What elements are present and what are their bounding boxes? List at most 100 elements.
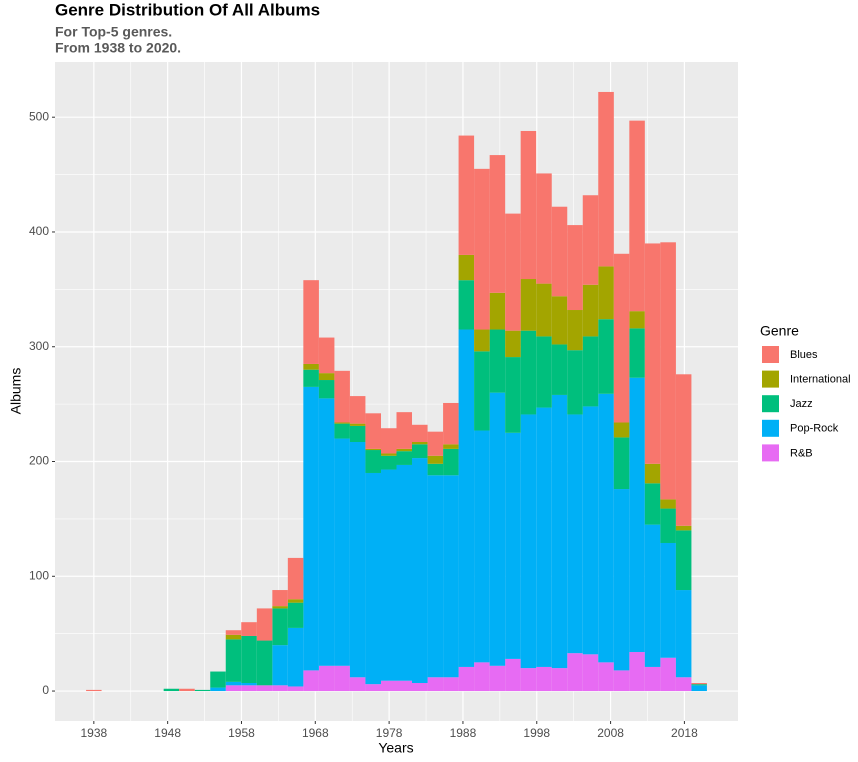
histogram-bar	[660, 542, 676, 658]
histogram-bar	[303, 363, 319, 370]
legend-swatch	[762, 444, 779, 462]
histogram-bar	[489, 292, 506, 330]
histogram-bar	[675, 590, 692, 678]
histogram-bar	[505, 213, 521, 331]
histogram-bar	[474, 662, 490, 692]
histogram-bar	[349, 441, 366, 678]
y-tick-label: 200	[29, 454, 49, 468]
histogram-bar	[396, 448, 413, 452]
histogram-bar	[691, 685, 707, 692]
histogram-bar	[458, 329, 475, 667]
histogram-bar	[256, 685, 273, 692]
histogram-bar	[443, 677, 459, 692]
histogram-bar	[458, 135, 475, 255]
histogram-bar	[489, 329, 506, 393]
histogram-bar	[334, 370, 350, 423]
histogram-bar	[412, 441, 428, 445]
histogram-bar	[443, 444, 459, 449]
histogram-bar	[272, 645, 288, 686]
histogram-bar	[412, 424, 428, 442]
histogram-bar	[225, 634, 242, 640]
legend-label: International	[790, 374, 851, 386]
histogram-bar	[380, 680, 397, 692]
histogram-bar	[179, 688, 195, 692]
histogram-bar	[412, 458, 428, 684]
histogram-bar	[241, 683, 257, 686]
histogram-bar	[443, 448, 459, 476]
y-axis-title: Albums	[8, 368, 24, 415]
histogram-bar	[287, 599, 304, 603]
histogram-bar	[675, 677, 692, 692]
histogram-bar	[598, 393, 614, 663]
histogram-bar	[396, 412, 413, 449]
histogram-bar	[582, 406, 599, 655]
histogram-bar	[474, 168, 490, 330]
legend-label: R&B	[790, 447, 813, 459]
histogram-bar	[536, 666, 552, 692]
legend-label: Pop-Rock	[790, 423, 839, 435]
histogram-bar	[505, 432, 521, 659]
histogram-bar	[272, 685, 288, 692]
histogram-bar	[303, 280, 319, 364]
histogram-bar	[287, 627, 304, 687]
histogram-bar	[458, 280, 475, 330]
histogram-bar	[380, 455, 397, 470]
histogram-bar	[567, 414, 583, 654]
histogram-bar	[225, 685, 242, 692]
histogram-bar	[536, 283, 552, 337]
histogram-bar	[629, 120, 645, 312]
histogram-bar	[536, 173, 552, 284]
histogram-bar	[303, 369, 319, 387]
histogram-bar	[318, 337, 335, 374]
histogram-bar	[365, 413, 381, 449]
histogram-bar	[334, 438, 350, 666]
histogram-bar	[241, 685, 257, 692]
x-tick-label: 1958	[228, 726, 255, 740]
histogram-bar	[318, 373, 335, 381]
x-tick-label: 1968	[302, 726, 329, 740]
histogram-bar	[287, 557, 304, 600]
histogram-bar	[225, 681, 242, 686]
x-tick-label: 1978	[376, 726, 403, 740]
histogram-bar	[629, 328, 645, 378]
y-tick-label: 300	[29, 339, 49, 353]
histogram-bar	[660, 499, 676, 509]
histogram-bar	[582, 195, 599, 285]
histogram-bar	[489, 392, 506, 666]
histogram-bar	[520, 668, 537, 692]
histogram-bar	[644, 483, 661, 525]
chart-title: Genre Distribution Of All Albums	[55, 0, 320, 19]
histogram-bar	[365, 450, 381, 473]
histogram-bar	[318, 665, 335, 692]
x-tick-label: 1998	[523, 726, 550, 740]
histogram-bar	[365, 448, 381, 451]
histogram-bar	[598, 662, 614, 692]
histogram-bar	[567, 310, 583, 351]
y-tick-label: 100	[29, 568, 49, 582]
histogram-bar	[582, 284, 599, 337]
histogram-bar	[474, 351, 490, 431]
histogram-bar	[349, 425, 366, 442]
y-tick-label: 0	[42, 683, 49, 697]
histogram-bar	[582, 654, 599, 692]
histogram-bar	[520, 279, 537, 331]
histogram-bar	[365, 472, 381, 685]
histogram-bar	[210, 687, 226, 692]
histogram-bar	[349, 396, 366, 424]
histogram-bar	[613, 253, 630, 423]
histogram-bar	[303, 386, 319, 671]
histogram-bar	[256, 640, 273, 686]
histogram-bar	[443, 402, 459, 445]
x-tick-label: 1948	[154, 726, 181, 740]
histogram-bar	[505, 330, 521, 358]
histogram-bar	[241, 622, 257, 636]
histogram-bar	[536, 336, 552, 408]
y-tick-label: 400	[29, 224, 49, 238]
legend-title: Genre	[760, 323, 799, 339]
histogram-bar	[225, 639, 242, 682]
legend-label: Jazz	[790, 398, 813, 410]
histogram-bar	[334, 423, 350, 439]
histogram-bar	[489, 665, 506, 692]
histogram-bar	[551, 296, 568, 345]
x-tick-label: 2018	[671, 726, 698, 740]
